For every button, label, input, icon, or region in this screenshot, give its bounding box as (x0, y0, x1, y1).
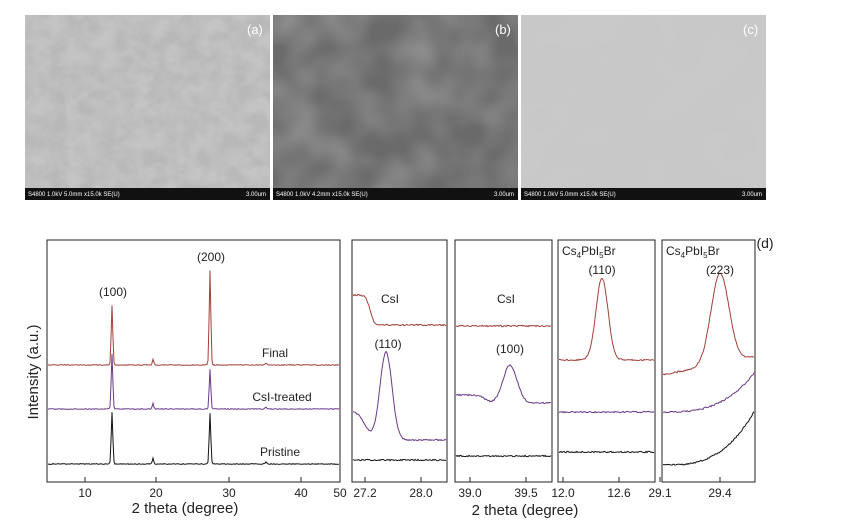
phase-label: Cs4PbI5Br (562, 244, 616, 260)
panel-label: (a) (247, 22, 263, 37)
xrd-curve (662, 372, 755, 414)
peak-annotation: (110) (588, 263, 615, 277)
x-tick-label: 30 (222, 486, 236, 500)
peak-annotation: CsI (497, 292, 515, 306)
sem-texture (273, 15, 518, 188)
scale-label: 3.00um (246, 192, 266, 198)
xrd-curve (455, 454, 552, 458)
x-axis-label: 2 theta (degree) (132, 500, 239, 517)
x-tick-label: 10 (78, 486, 92, 500)
sem-caption: S4800 1.0kV 4.2mm x15.0k SE(U) (276, 192, 368, 198)
x-axis-label: 2 theta (degree) (472, 502, 579, 519)
sem-texture (25, 15, 270, 188)
xrd-curve (47, 270, 340, 366)
panel-label: (b) (495, 22, 511, 37)
sem-caption: S4800 1.0kV 5.0mm x15.0k SE(U) (524, 192, 616, 198)
xrd-curve (352, 293, 447, 327)
x-tick-label: 12.0 (551, 486, 575, 500)
phase-part: 5 (599, 251, 604, 260)
phase-part: PbI (685, 244, 703, 258)
xrd-curve (559, 277, 655, 362)
phase-part: Cs (666, 244, 681, 258)
peak-annotation: (223) (706, 263, 734, 277)
peak-label: (200) (197, 250, 225, 264)
xrd-curve (352, 350, 447, 442)
x-tick-label: 27.2 (353, 486, 377, 500)
x-tick-label: 29.1 (648, 486, 672, 500)
x-tick-label: 50 (333, 486, 347, 500)
curve-label: CsI-treated (252, 390, 311, 404)
xrd-curve (662, 411, 755, 466)
xrd-curve (455, 364, 552, 405)
curve-label: Final (262, 346, 288, 360)
panel-label: (c) (743, 22, 758, 37)
x-tick-label: 40 (294, 486, 308, 500)
xrd-curve (558, 450, 654, 454)
xrd-curve (558, 410, 655, 414)
inset-frame (351, 239, 448, 483)
phase-part: Cs (562, 244, 577, 258)
phase-part: PbI (581, 244, 599, 258)
xrd-curve (455, 324, 551, 328)
xrd-curve (47, 412, 340, 465)
scale-label: 3.00um (742, 192, 762, 198)
caption-bar (273, 188, 518, 200)
xrd-curve (662, 272, 755, 376)
phase-label: Cs4PbI5Br (666, 244, 720, 260)
peak-annotation: (100) (496, 342, 524, 356)
x-tick-label: 29.4 (708, 486, 732, 500)
peak-label: (100) (99, 285, 127, 299)
x-tick-label: 20 (149, 486, 163, 500)
sem-texture (521, 15, 766, 188)
x-tick-label: 39.5 (514, 486, 538, 500)
phase-part: 4 (681, 251, 686, 260)
xrd-curve (47, 353, 340, 410)
xrd-curve (352, 458, 446, 462)
x-tick-label: 28.0 (409, 486, 433, 500)
scale-label: 3.00um (494, 192, 514, 198)
phase-part: Br (708, 244, 720, 258)
peak-annotation: CsI (381, 292, 399, 306)
peak-annotation: (110) (374, 337, 401, 351)
phase-part: 5 (703, 251, 708, 260)
phase-part: 4 (577, 251, 582, 260)
x-tick-label: 39.0 (458, 486, 482, 500)
caption-bar (521, 188, 766, 200)
sem-caption: S4800 1.0kV 5.0mm x15.0k SE(U) (28, 192, 120, 198)
x-tick-label: 12.6 (607, 486, 631, 500)
inset-frame (557, 239, 656, 483)
inset-frame (661, 239, 756, 483)
phase-part: Br (604, 244, 616, 258)
curve-label: Pristine (260, 445, 300, 459)
inset-frame (454, 239, 553, 483)
panel-label: (d) (756, 235, 773, 251)
y-axis-label: Intensity (a.u.) (25, 324, 42, 419)
caption-bar (25, 188, 270, 200)
plot-frame (46, 239, 341, 483)
